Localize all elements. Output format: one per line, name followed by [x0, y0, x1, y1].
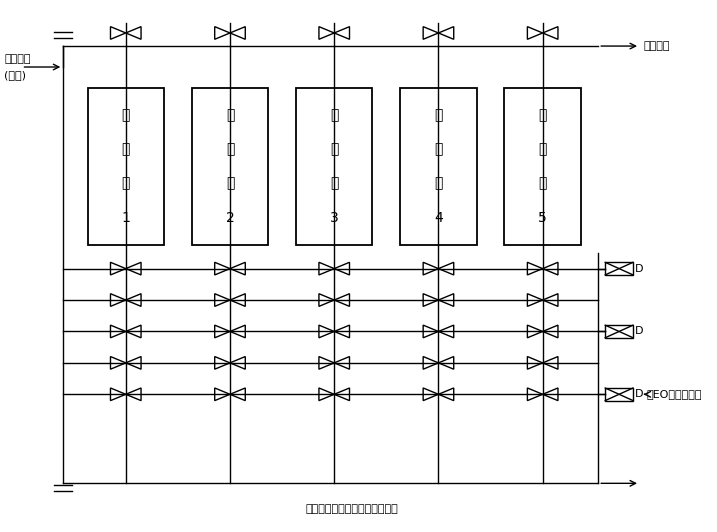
Bar: [605, 325, 633, 338]
Bar: [505, 88, 581, 245]
Bar: [296, 88, 372, 245]
Text: 塔: 塔: [435, 177, 442, 190]
Text: 不凝气体: 不凝气体: [4, 54, 31, 64]
Text: 吸: 吸: [538, 109, 547, 122]
Text: 吸: 吸: [122, 109, 130, 122]
Text: 附: 附: [122, 143, 130, 156]
Text: 附: 附: [330, 143, 338, 156]
Text: (湿气): (湿气): [4, 70, 26, 80]
Text: 塔: 塔: [330, 177, 338, 190]
Text: 附: 附: [435, 143, 442, 156]
Bar: [87, 88, 164, 245]
Text: 塔: 塔: [226, 177, 234, 190]
Bar: [605, 262, 633, 275]
Text: 塔: 塔: [538, 177, 547, 190]
Text: 去EO反应循环气: 去EO反应循环气: [647, 389, 703, 400]
Text: D: D: [635, 327, 643, 336]
Text: 干燥脱水后的不凝气体（干气）: 干燥脱水后的不凝气体（干气）: [305, 504, 398, 514]
Text: 5: 5: [538, 211, 547, 225]
Bar: [605, 388, 633, 401]
Text: D: D: [635, 264, 643, 273]
Text: 附: 附: [226, 143, 234, 156]
Text: 2: 2: [226, 211, 234, 225]
Text: 吸: 吸: [226, 109, 234, 122]
Text: 去原料气: 去原料气: [643, 41, 670, 51]
Text: 3: 3: [330, 211, 338, 225]
Text: 吸: 吸: [435, 109, 442, 122]
Text: 4: 4: [434, 211, 443, 225]
Bar: [191, 88, 268, 245]
Bar: [400, 88, 477, 245]
Text: D: D: [635, 389, 643, 400]
Text: 塔: 塔: [122, 177, 130, 190]
Text: 附: 附: [538, 143, 547, 156]
Text: 1: 1: [121, 211, 130, 225]
Text: 吸: 吸: [330, 109, 338, 122]
